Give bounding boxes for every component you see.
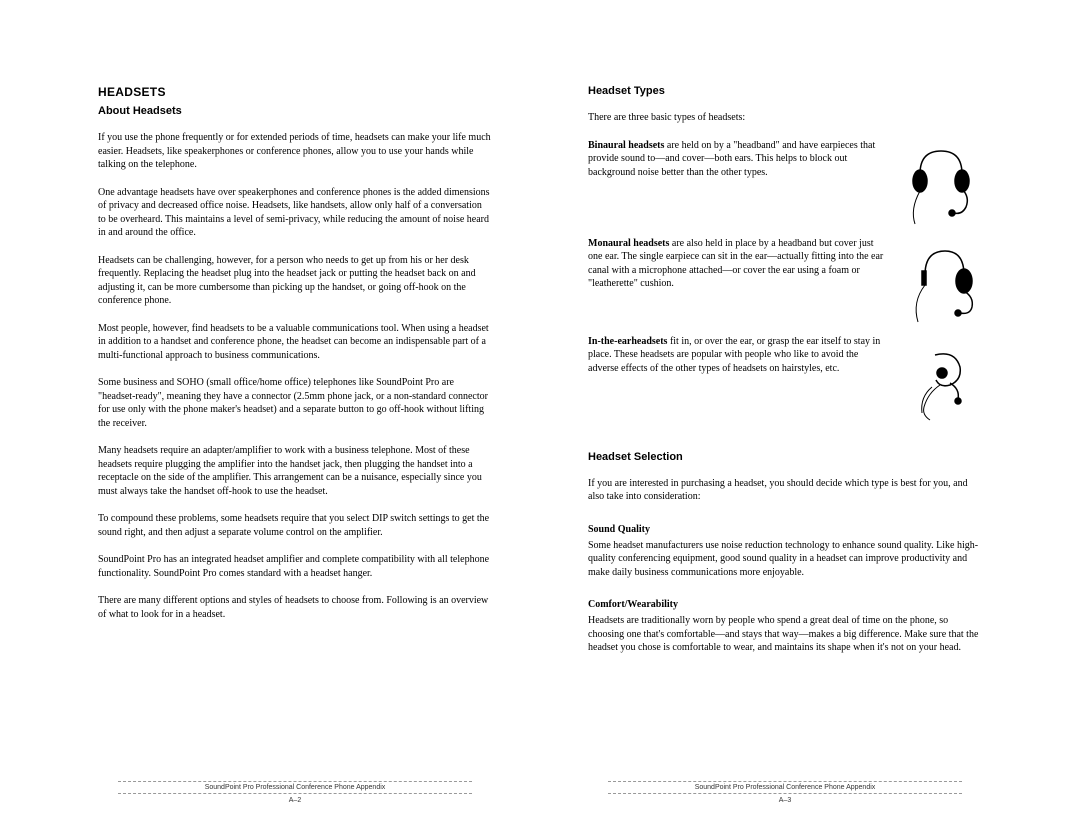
para-6: Many headsets require an adapter/amplifi…	[98, 444, 492, 498]
para-5: Some business and SOHO (small office/hom…	[98, 376, 492, 430]
footer-text: SoundPoint Pro Professional Conference P…	[608, 781, 962, 794]
para-8: SoundPoint Pro has an integrated headset…	[98, 553, 492, 580]
selection-intro: If you are interested in purchasing a he…	[588, 477, 982, 504]
monaural-headset-icon	[900, 237, 982, 325]
headsets-title: HEADSETS	[98, 85, 492, 99]
right-page: Headset Types There are three basic type…	[540, 85, 1030, 804]
monaural-text: Monaural headsets are also held in place…	[588, 237, 890, 291]
in-ear-row: In-the-earheadsets fit in, or over the e…	[588, 335, 982, 423]
binaural-row: Binaural headsets are held on by a "head…	[588, 139, 982, 227]
types-intro: There are three basic types of headsets:	[588, 111, 982, 125]
para-4: Most people, however, find headsets to b…	[98, 322, 492, 363]
page-number: A–3	[588, 797, 982, 804]
binaural-headset-icon	[900, 139, 982, 227]
headset-selection-title: Headset Selection	[588, 451, 982, 463]
para-3: Headsets can be challenging, however, fo…	[98, 254, 492, 308]
sound-quality-heading: Sound Quality	[588, 524, 982, 535]
left-footer: SoundPoint Pro Professional Conference P…	[98, 781, 492, 804]
para-9: There are many different options and sty…	[98, 594, 492, 621]
para-1: If you use the phone frequently or for e…	[98, 131, 492, 172]
about-headsets-subtitle: About Headsets	[98, 105, 492, 117]
comfort-para: Headsets are traditionally worn by peopl…	[588, 614, 982, 655]
left-page: HEADSETS About Headsets If you use the p…	[50, 85, 540, 804]
comfort-heading: Comfort/Wearability	[588, 599, 982, 610]
footer-text: SoundPoint Pro Professional Conference P…	[118, 781, 472, 794]
in-ear-headset-icon	[900, 335, 982, 423]
para-7: To compound these problems, some headset…	[98, 512, 492, 539]
monaural-row: Monaural headsets are also held in place…	[588, 237, 982, 325]
sound-quality-para: Some headset manufacturers use noise red…	[588, 539, 982, 580]
headset-types-title: Headset Types	[588, 85, 982, 97]
binaural-label: Binaural headsets	[588, 140, 664, 151]
page-number: A–2	[98, 797, 492, 804]
in-ear-text: In-the-earheadsets fit in, or over the e…	[588, 335, 890, 376]
in-ear-label: In-the-earheadsets	[588, 336, 667, 347]
right-footer: SoundPoint Pro Professional Conference P…	[588, 781, 982, 804]
binaural-text: Binaural headsets are held on by a "head…	[588, 139, 890, 180]
para-2: One advantage headsets have over speaker…	[98, 186, 492, 240]
monaural-label: Monaural headsets	[588, 238, 669, 249]
